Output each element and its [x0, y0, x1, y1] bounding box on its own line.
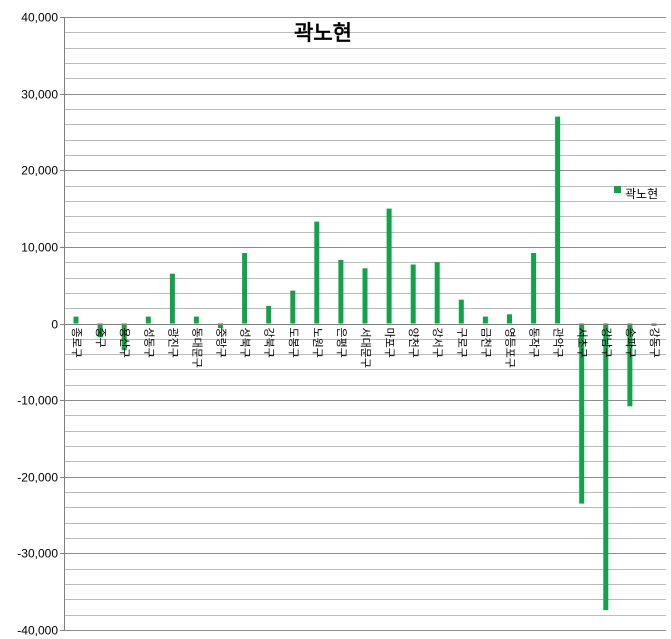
x-tick-label: 구로구 — [455, 328, 468, 358]
bar — [603, 323, 609, 611]
y-tick-label: 40,000 — [21, 11, 58, 25]
x-tick-label: 양천구 — [407, 328, 421, 358]
bar — [97, 323, 103, 338]
x-tick-label: 관악구 — [552, 328, 565, 358]
x-tick-label: 강동구 — [648, 328, 661, 358]
gridlines — [64, 17, 666, 631]
bar — [193, 316, 199, 324]
bar — [579, 323, 585, 504]
x-tick-label: 노원구 — [311, 328, 324, 358]
legend: 곽노현 — [614, 186, 658, 201]
x-tick-label: 중구 — [94, 328, 107, 348]
bar — [362, 268, 368, 324]
bar — [218, 323, 223, 329]
y-tick-label: -40,000 — [17, 624, 58, 638]
x-tick-label: 중랑구 — [215, 328, 228, 358]
bar — [314, 221, 320, 324]
x-tick-label: 영등포구 — [504, 328, 517, 368]
bar — [145, 316, 151, 324]
x-tick-label: 은평구 — [335, 328, 348, 358]
x-tick-label: 서초구 — [576, 328, 589, 358]
x-axis-labels: 종로구 중구 용산구 성동구 광진구 동대문구 중랑구 성북구 강북구 도봉구 노원구 은평구 서대문구… — [70, 328, 661, 368]
x-tick-label: 도봉구 — [287, 328, 300, 358]
x-tick-label: 동작구 — [528, 328, 541, 358]
y-tick-label: -20,000 — [17, 471, 58, 485]
bar — [290, 290, 296, 324]
y-axis: 40,000 30,000 20,000 10,000 0 -10,000 -20,000 -… — [17, 11, 65, 638]
x-tick-label: 용산구 — [118, 328, 131, 358]
bar — [121, 323, 127, 351]
x-tick-label: 광진구 — [166, 328, 179, 358]
chart-title: 곽노현 — [294, 21, 352, 45]
x-tick-label: 금천구 — [479, 328, 493, 358]
bar — [434, 262, 440, 324]
bar — [169, 273, 175, 324]
bar — [266, 305, 272, 324]
x-tick-label: 강서구 — [431, 328, 444, 358]
bar — [242, 253, 248, 324]
bar — [338, 259, 344, 324]
bar — [507, 314, 512, 324]
bar — [531, 253, 537, 324]
bar — [555, 116, 561, 324]
bar — [482, 316, 488, 324]
bars — [64, 116, 666, 611]
y-tick-label: -30,000 — [17, 547, 58, 561]
legend-swatch — [614, 186, 621, 193]
y-tick-label: 30,000 — [21, 88, 58, 102]
x-tick-label: 강남구 — [600, 328, 613, 358]
legend-label: 곽노현 — [625, 187, 658, 201]
bar — [73, 316, 79, 324]
y-tick-label: 20,000 — [21, 164, 58, 178]
bar — [458, 299, 464, 324]
x-tick-label: 송파구 — [624, 328, 637, 358]
y-tick-label: 10,000 — [21, 241, 58, 255]
x-tick-label: 동대문구 — [190, 328, 203, 368]
x-tick-label: 마포구 — [383, 328, 396, 358]
y-tick-label: 0 — [51, 318, 58, 332]
x-tick-label: 성북구 — [239, 328, 252, 358]
x-tick-label: 서대문구 — [359, 328, 372, 368]
bar — [410, 264, 416, 324]
x-tick-label: 강북구 — [263, 328, 276, 358]
x-tick-label: 종로구 — [70, 328, 83, 358]
y-tick-label: -10,000 — [17, 394, 58, 408]
x-tick-label: 성동구 — [142, 328, 155, 358]
bar — [627, 323, 633, 407]
bar — [386, 208, 392, 324]
